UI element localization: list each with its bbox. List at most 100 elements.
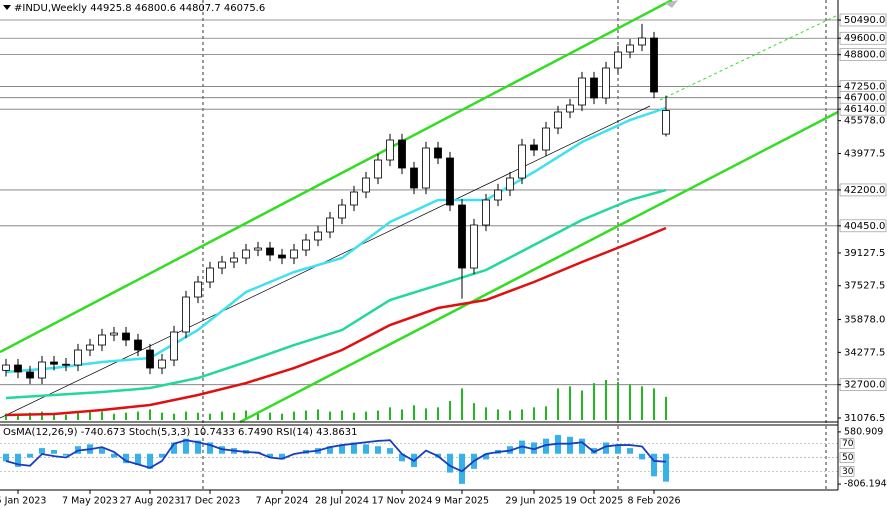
osma-bar <box>183 438 189 454</box>
moving-averages <box>5 106 667 417</box>
osma-bar <box>639 453 645 460</box>
osma-bar <box>375 446 381 454</box>
osma-bar <box>627 448 633 454</box>
indicator-pane <box>0 434 838 484</box>
x-tick-label: 7 Apr 2024 <box>256 496 309 507</box>
y-tick-label: 35878.0 <box>844 315 885 326</box>
candle-body <box>338 204 346 219</box>
candle-body <box>638 37 646 46</box>
volume-bar <box>101 411 103 420</box>
rsi-tick-label: 30 <box>842 467 854 477</box>
candle-body <box>50 361 58 365</box>
volume-bar <box>233 412 235 420</box>
trend-lines <box>0 0 839 424</box>
volume-bar <box>581 390 583 420</box>
volume-bar <box>593 383 595 420</box>
candle-body <box>374 159 382 179</box>
candle-body <box>2 364 10 371</box>
candle-body <box>650 37 658 93</box>
volume-bar <box>449 401 451 420</box>
moving-average <box>5 106 667 374</box>
candle-body <box>290 249 298 259</box>
volume-bar <box>65 414 67 420</box>
osma-bar <box>51 449 57 454</box>
volume-bar <box>5 413 7 420</box>
volume-bar <box>653 388 655 420</box>
osma-bar <box>15 453 21 467</box>
volume-bar <box>485 407 487 420</box>
volume-bar <box>149 409 151 420</box>
volume-bar <box>41 411 43 420</box>
candle-body <box>662 110 670 135</box>
x-tick-label: 28 Jul 2024 <box>315 496 369 507</box>
volume-bar <box>77 412 79 420</box>
volume-bar <box>209 413 211 420</box>
volume-bar <box>29 412 31 420</box>
menu-icon <box>3 5 11 10</box>
candle-body <box>542 127 550 151</box>
candles <box>2 23 670 385</box>
volume-bar <box>365 411 367 420</box>
candle-body <box>590 77 598 99</box>
y-tick-label: 37527.5 <box>844 281 885 292</box>
volume-bar <box>545 406 547 420</box>
volume-bar <box>197 412 199 420</box>
volume-bar <box>245 410 247 420</box>
level-box <box>839 452 855 463</box>
volume-bar <box>317 409 319 420</box>
y-tick-label: 46700.0 <box>844 93 885 104</box>
candle-body <box>170 331 178 361</box>
volume-bar <box>341 410 343 420</box>
y-tick-label: 42200.0 <box>844 185 885 196</box>
candle-body <box>194 281 202 298</box>
y-tick-label: 39127.5 <box>844 248 885 259</box>
candle-body <box>518 144 526 179</box>
volume-bar <box>125 412 127 420</box>
osma-bar <box>3 453 9 462</box>
candle-body <box>254 247 262 251</box>
candle-body <box>422 147 430 189</box>
volume-bar <box>137 411 139 420</box>
levels <box>0 19 838 386</box>
x-tick-label: 17 Nov 2024 <box>372 496 433 507</box>
osma-bar <box>39 448 45 454</box>
osma-bar <box>483 453 489 460</box>
osma-bar <box>123 453 129 464</box>
moving-average <box>5 226 667 417</box>
osma-bar <box>327 446 333 454</box>
x-tick-label: 9 Mar 2025 <box>435 496 489 507</box>
osma-bar <box>603 442 609 454</box>
volume-bar <box>185 411 187 420</box>
x-tick-label: 29 Jun 2025 <box>505 496 562 507</box>
candle-body <box>230 257 238 263</box>
candle-body <box>146 349 154 369</box>
candle-body <box>206 267 214 283</box>
volume-bar <box>641 386 643 420</box>
osma-bar <box>159 453 165 458</box>
candle-body <box>554 111 562 129</box>
volume-bar <box>437 407 439 420</box>
candle-body <box>626 44 634 53</box>
volume-bar <box>173 413 175 420</box>
level-box <box>839 438 855 449</box>
x-tick-label: 15 Jan 2023 <box>0 496 46 507</box>
candle-body <box>86 344 94 351</box>
osma-bar <box>147 453 153 469</box>
volume-bar <box>113 413 115 420</box>
volume-bar <box>497 409 499 420</box>
candle-body <box>362 177 370 193</box>
candle-body <box>350 191 358 206</box>
candle-body <box>110 332 118 336</box>
candle-body <box>410 167 418 189</box>
y-tick-label: 48800.0 <box>844 50 885 61</box>
osma-bar <box>207 442 213 454</box>
volume-bar <box>521 409 523 420</box>
candle-body <box>494 189 502 201</box>
osma-bar <box>195 440 201 454</box>
candle-body <box>182 296 190 333</box>
candle-body <box>566 104 574 113</box>
volume-bar <box>329 411 331 420</box>
y2-tick-label: -806.194 <box>844 479 887 490</box>
